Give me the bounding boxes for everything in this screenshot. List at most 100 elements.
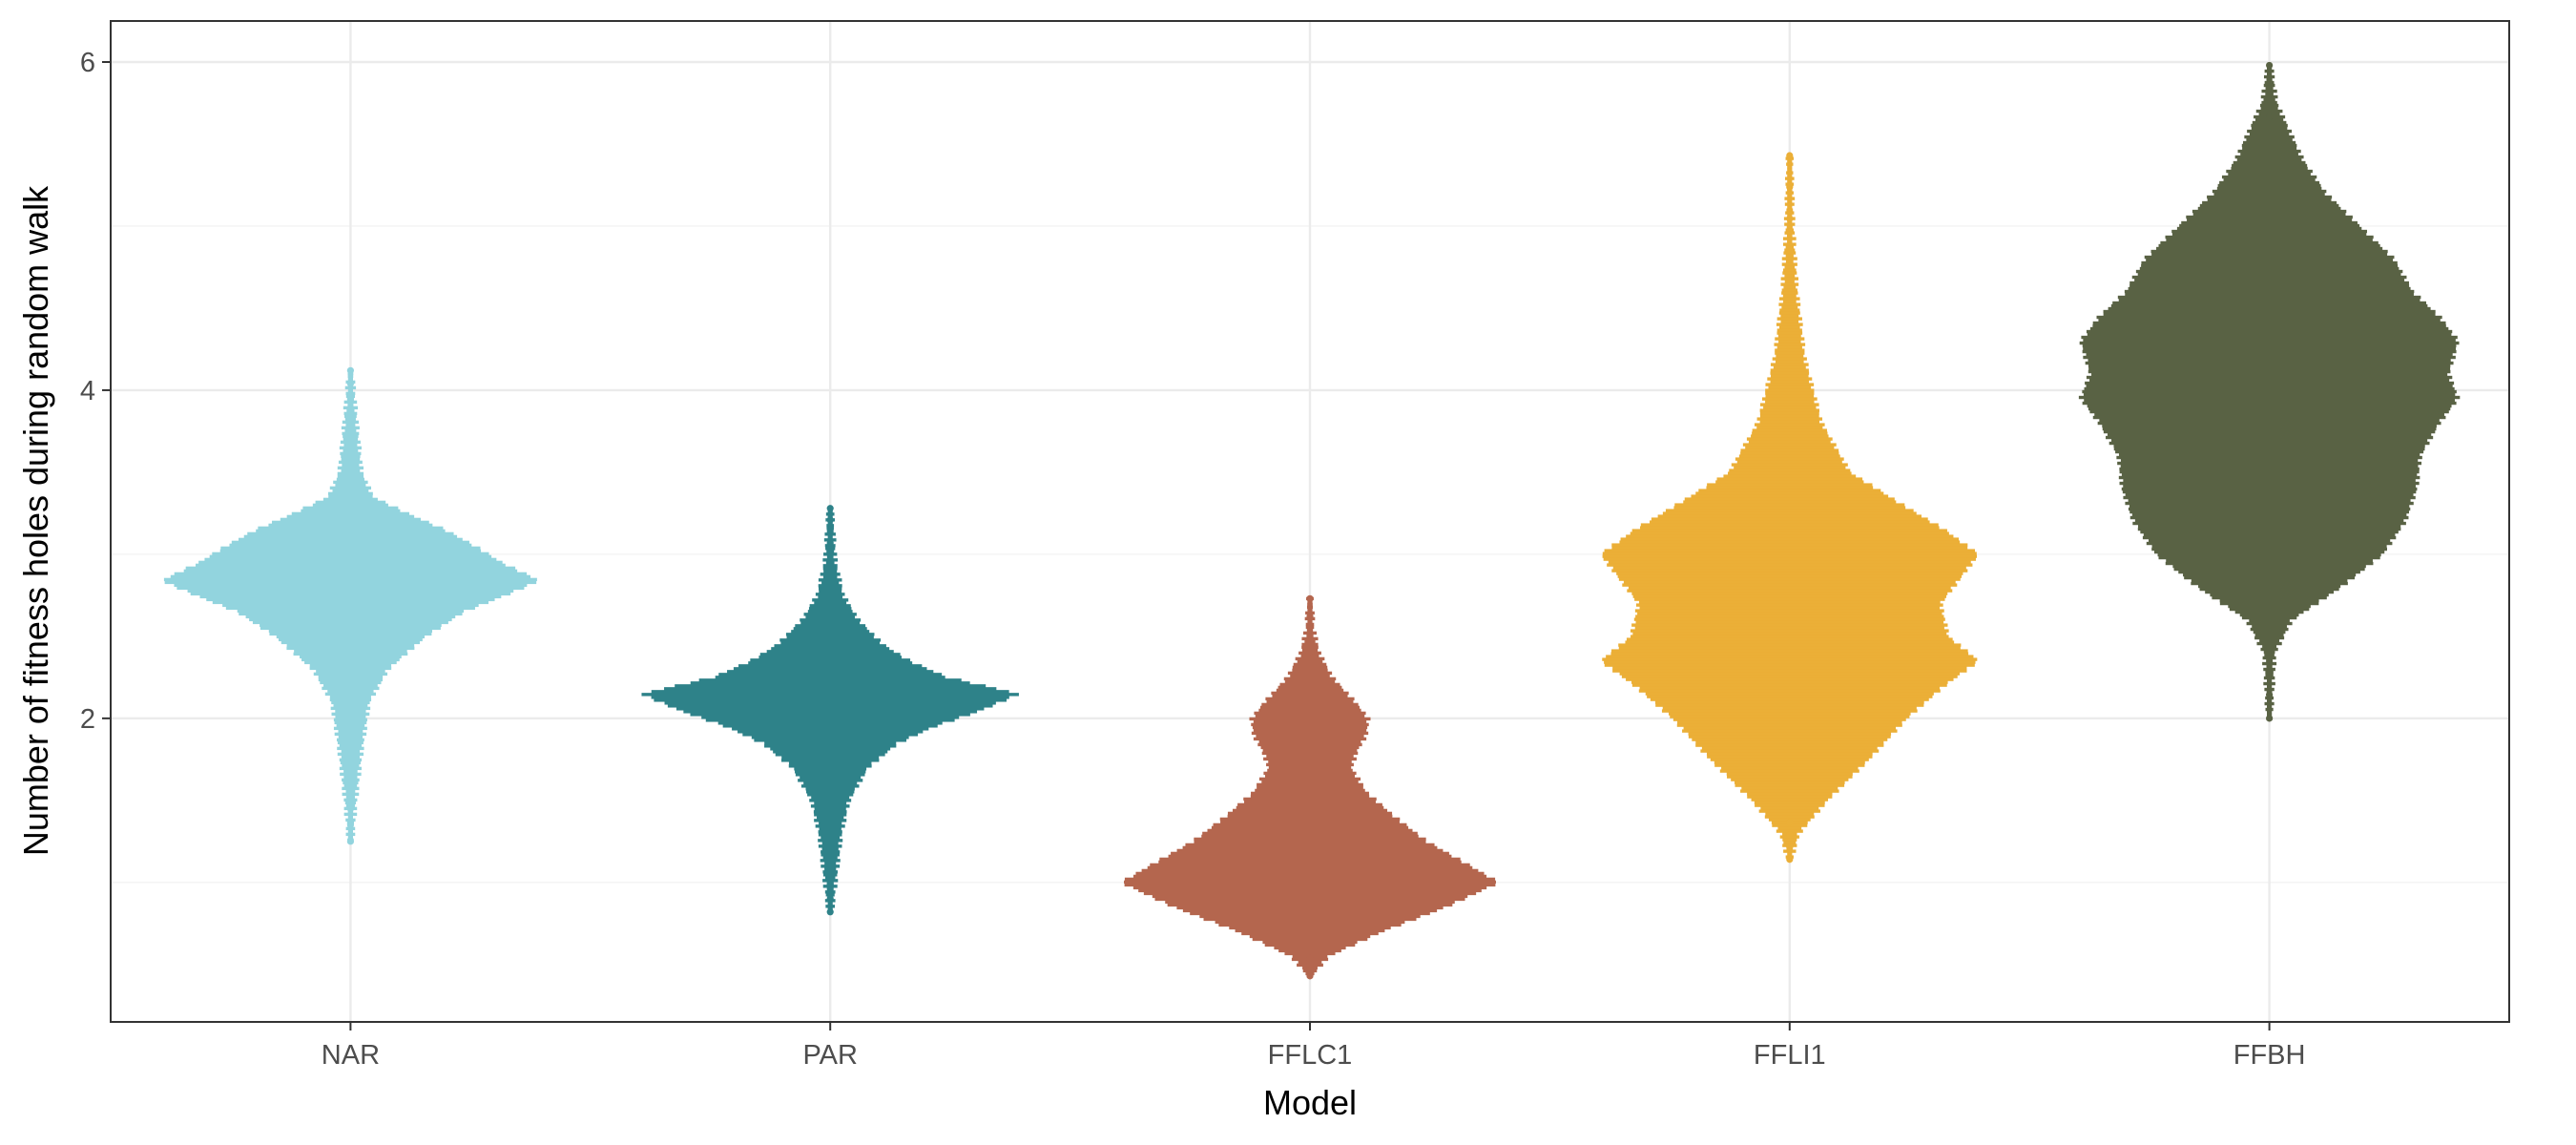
swarm-point-row	[1770, 380, 1810, 384]
swarm-fflc1	[1124, 594, 1496, 980]
swarm-point-row	[2082, 401, 2457, 406]
swarm-point-row	[1787, 174, 1793, 177]
swarm-point-row	[1731, 778, 1849, 781]
swarm-point-row	[1612, 666, 1967, 670]
swarm-point-row	[1776, 317, 1802, 321]
swarm-point-row	[1635, 614, 1944, 618]
swarm-point-row	[2184, 575, 2356, 580]
swarm-point-row	[715, 676, 945, 679]
swarm-point-row	[1763, 406, 1817, 409]
swarm-point-row	[1700, 749, 1880, 753]
swarm-point-row	[1677, 720, 1902, 724]
swarm-point-row	[330, 706, 371, 711]
swarm-point-row	[1758, 809, 1820, 813]
swarm-point-row	[256, 529, 446, 533]
swarm-point-row	[2123, 478, 2416, 483]
swarm-point-row	[1300, 654, 1319, 658]
swarm-point-row	[2089, 326, 2449, 331]
swarm-point-row	[664, 701, 996, 705]
swarm-point-row	[333, 726, 367, 731]
swarm-point-row	[814, 807, 846, 811]
swarm-point-row	[2254, 633, 2284, 637]
swarm-ffbh	[2078, 61, 2461, 722]
swarm-point-row	[1781, 288, 1797, 292]
swarm-point-row	[2078, 395, 2461, 400]
swarm-point-row	[1185, 843, 1435, 847]
swarm-point-row	[1785, 191, 1794, 195]
swarm-point-row	[1772, 357, 1807, 361]
swarm-point-row	[1292, 665, 1328, 670]
swarm-point-row	[2118, 452, 2420, 457]
swarm-point-row	[294, 649, 407, 654]
swarm-point-row	[1124, 883, 1496, 887]
swarm-point-row	[2267, 678, 2273, 683]
swarm-point-row	[1607, 563, 1973, 567]
swarm-point-row	[340, 451, 362, 456]
swarm-point-row	[343, 437, 359, 442]
swarm-point-row	[1259, 705, 1361, 710]
swarm-point-row	[1293, 662, 1327, 667]
swarm-point-row	[766, 650, 894, 654]
swarm-point-row	[1754, 801, 1825, 804]
swarm-point-row	[805, 787, 855, 791]
swarm-point-row	[1606, 655, 1974, 658]
swarm-point-row	[340, 760, 362, 765]
swarm-point-row	[1274, 946, 1346, 950]
swarm-point-row	[2207, 195, 2333, 199]
swarm-point-row	[1782, 300, 1797, 303]
swarm-point-row	[818, 578, 842, 582]
swarm-point-row	[347, 815, 353, 820]
swarm-point-row	[2123, 495, 2416, 500]
swarm-point-row	[818, 839, 843, 843]
swarm-point-row	[1617, 574, 1962, 578]
swarm-point-row	[2165, 561, 2374, 566]
swarm-point-row	[1213, 822, 1407, 827]
x-tick-label: NAR	[322, 1040, 380, 1071]
swarm-point-row	[2265, 673, 2274, 677]
swarm-point-row	[2267, 710, 2273, 715]
swarm-tail-point	[1306, 960, 1314, 968]
swarm-tail-point	[1306, 967, 1314, 974]
swarm-tail-point	[2266, 691, 2274, 698]
swarm-point-row	[810, 804, 850, 808]
swarm-point-row	[2102, 424, 2437, 428]
swarm-point-row	[2263, 74, 2275, 79]
swarm-point-row	[1683, 500, 1897, 504]
swarm-point-row	[1768, 385, 1812, 389]
swarm-point-row	[1227, 814, 1393, 819]
swarm-point-row	[1756, 417, 1823, 421]
swarm-point-row	[651, 696, 1009, 699]
swarm-point-row	[286, 646, 415, 651]
swarm-point-row	[1778, 302, 1801, 306]
swarm-point-row	[667, 704, 993, 708]
swarm-point-row	[2107, 432, 2432, 437]
swarm-point-row	[219, 549, 482, 553]
swarm-point-row	[1706, 752, 1873, 756]
swarm-point-row	[1611, 546, 1968, 550]
swarm-point-row	[190, 592, 511, 596]
swarm-point-row	[2172, 564, 2366, 569]
swarm-point-row	[1305, 625, 1315, 630]
swarm-point-row	[333, 718, 367, 722]
swarm-point-row	[2109, 441, 2430, 446]
y-tick-label: 4	[80, 376, 95, 406]
swarm-point-row	[742, 733, 919, 737]
swarm-point-row	[2160, 240, 2379, 245]
swarm-point-row	[2150, 249, 2388, 254]
swarm-point-row	[344, 417, 356, 422]
swarm-point-row	[1262, 748, 1358, 753]
swarm-point-row	[1207, 828, 1413, 833]
swarm-point-row	[2233, 160, 2306, 165]
swarm-point-row	[1602, 554, 1978, 558]
swarm-point-row	[1623, 580, 1956, 584]
swarm-point-row	[1631, 623, 1948, 627]
swarm-point-row	[764, 741, 897, 745]
swarm-point-row	[795, 624, 866, 628]
swarm-point-row	[337, 474, 364, 479]
swarm-point-row	[2252, 120, 2287, 125]
swarm-point-row	[1631, 529, 1947, 532]
swarm-point-row	[2112, 301, 2426, 305]
swarm-point-row	[1194, 837, 1426, 842]
swarm-point-row	[1784, 177, 1795, 180]
swarm-point-row	[1203, 917, 1417, 922]
